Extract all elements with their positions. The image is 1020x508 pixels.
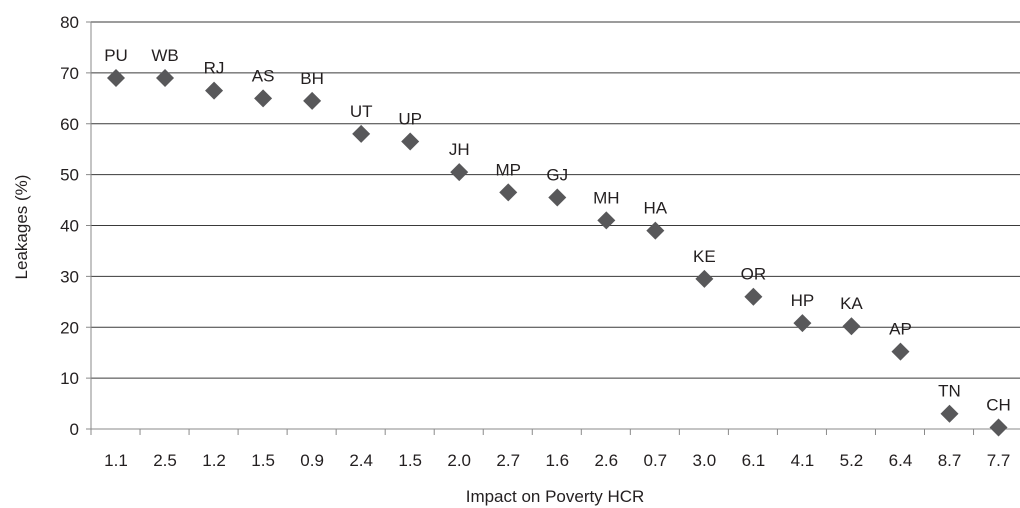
y-tick-label: 20: [60, 318, 79, 337]
data-point-label: AP: [889, 320, 912, 339]
data-point-label: UP: [398, 110, 422, 129]
data-point-label: WB: [151, 46, 178, 65]
data-point-label: GJ: [546, 166, 568, 185]
x-tick-label: 2.5: [153, 451, 177, 470]
x-tick-label: 0.7: [644, 451, 668, 470]
data-point-label: HP: [791, 291, 815, 310]
data-point-marker: [499, 183, 518, 202]
y-tick-label: 60: [60, 115, 79, 134]
gridlines: [91, 21, 1020, 379]
x-axis-tick-labels: 1.1 2.5 1.2 1.5 0.9 2.4 1.5 2.0 2.7 1.6 2.6 0.7 3.0 6…: [104, 451, 1010, 470]
x-tick-label: 3.0: [693, 451, 717, 470]
y-axis-tick-labels: 0 10 20 30 40 50 60 70 80: [60, 13, 79, 439]
x-tick-label: 1.6: [545, 451, 569, 470]
data-markers: [107, 68, 1008, 437]
x-tick-label: 2.7: [496, 451, 520, 470]
data-point-marker: [891, 342, 910, 361]
data-point-label: PU: [104, 46, 128, 65]
data-point-label: BH: [300, 69, 324, 88]
point-labels: PU WB RJ AS BH UT UP JH MP GJ MH HA KE OR HP KA AP TN CH: [104, 46, 1011, 415]
data-point-marker: [107, 68, 125, 87]
data-point-label: MH: [593, 188, 619, 207]
data-point-marker: [597, 211, 616, 230]
data-point-marker: [940, 404, 959, 423]
data-point-marker: [744, 287, 763, 306]
y-tick-label: 10: [60, 369, 79, 388]
x-tick-label: 6.1: [742, 451, 766, 470]
data-point-marker: [156, 68, 175, 87]
data-point-marker: [303, 91, 322, 110]
data-point-label: HA: [644, 199, 668, 218]
data-point-label: RJ: [204, 59, 225, 78]
x-tick-label: 1.1: [104, 451, 128, 470]
data-point-marker: [646, 221, 665, 240]
x-tick-label: 0.9: [300, 451, 324, 470]
data-point-label: KA: [840, 294, 863, 313]
x-tick-label: 1.2: [202, 451, 226, 470]
data-point-label: MP: [495, 160, 521, 179]
data-point-marker: [205, 81, 224, 100]
x-tick-label: 1.5: [251, 451, 275, 470]
data-point-label: JH: [449, 140, 470, 159]
data-point-label: CH: [986, 395, 1011, 414]
data-point-marker: [254, 89, 273, 108]
data-point-marker: [450, 163, 469, 182]
axes: [86, 21, 1020, 435]
data-point-marker: [548, 188, 567, 207]
x-axis-title: Impact on Poverty HCR: [466, 487, 645, 506]
data-point-label: UT: [350, 102, 373, 121]
x-tick-label: 8.7: [938, 451, 962, 470]
data-point-marker: [352, 124, 371, 143]
y-tick-label: 70: [60, 64, 79, 83]
x-tick-label: 1.5: [398, 451, 422, 470]
data-point-label: AS: [252, 66, 275, 85]
data-point-label: TN: [938, 382, 961, 401]
data-point-marker: [401, 132, 420, 151]
data-point-marker: [695, 269, 714, 288]
data-point-marker: [989, 418, 1008, 437]
y-axis-title: Leakages (%): [12, 175, 31, 280]
y-tick-label: 80: [60, 13, 79, 32]
y-tick-label: 30: [60, 267, 79, 286]
data-point-label: KE: [693, 247, 716, 266]
x-tick-label: 2.0: [447, 451, 471, 470]
x-tick-label: 4.1: [791, 451, 815, 470]
y-tick-label: 40: [60, 217, 79, 236]
y-tick-label: 0: [70, 420, 79, 439]
y-tick-label: 50: [60, 166, 79, 185]
x-tick-label: 6.4: [889, 451, 913, 470]
data-point-marker: [793, 314, 812, 333]
x-tick-label: 2.4: [349, 451, 373, 470]
x-tick-label: 7.7: [987, 451, 1011, 470]
data-point-marker: [842, 317, 861, 336]
x-tick-label: 2.6: [594, 451, 618, 470]
data-point-label: OR: [741, 265, 767, 284]
x-tick-label: 5.2: [840, 451, 864, 470]
